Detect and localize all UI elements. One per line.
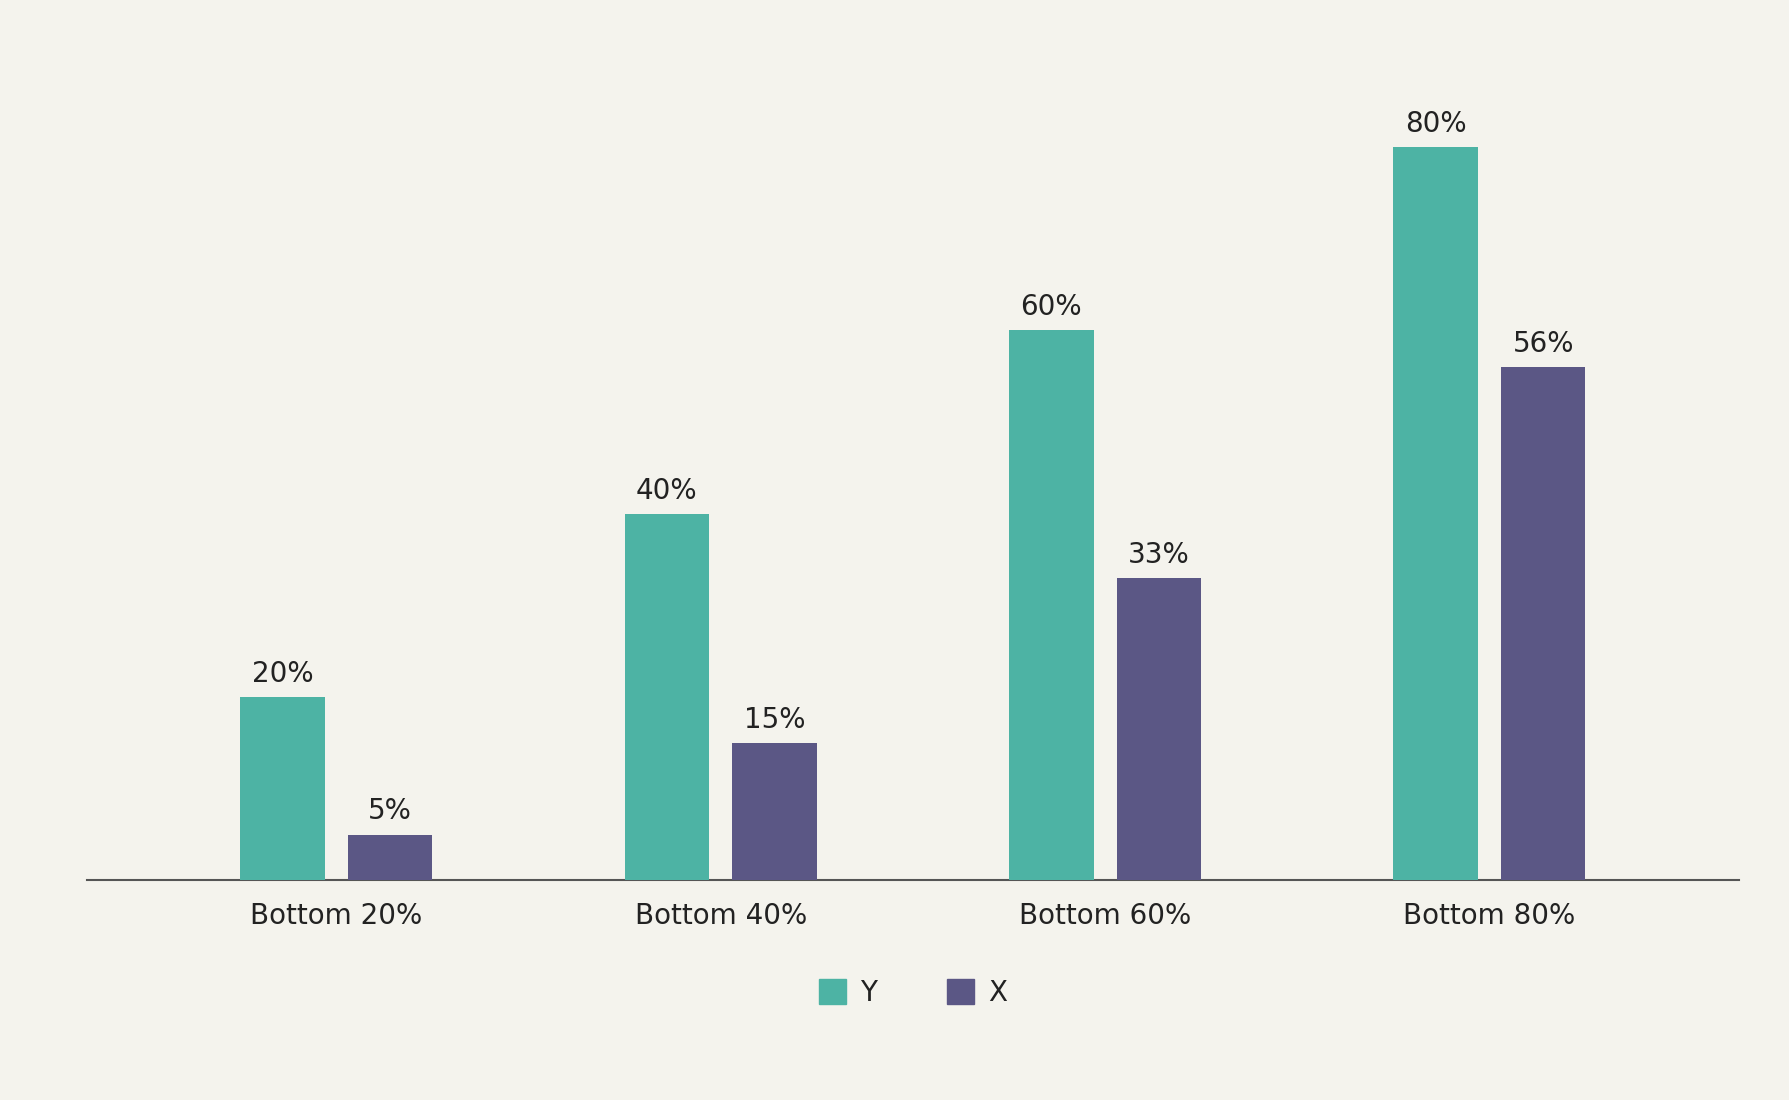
Text: 80%: 80% xyxy=(1404,110,1465,138)
Text: 40%: 40% xyxy=(635,476,698,505)
Bar xyxy=(624,514,708,880)
Text: 60%: 60% xyxy=(1020,294,1082,321)
Text: 20%: 20% xyxy=(252,660,313,688)
Bar xyxy=(240,697,324,880)
Bar xyxy=(1116,578,1200,880)
Bar xyxy=(1501,367,1585,880)
Text: 15%: 15% xyxy=(744,706,805,734)
Text: 56%: 56% xyxy=(1512,330,1573,358)
Text: 33%: 33% xyxy=(1127,541,1190,569)
Text: 5%: 5% xyxy=(369,798,411,825)
Legend: Y, X: Y, X xyxy=(807,968,1018,1019)
Bar xyxy=(1392,147,1478,880)
Bar xyxy=(1009,330,1093,880)
Bar xyxy=(732,742,816,880)
Bar xyxy=(347,835,433,880)
